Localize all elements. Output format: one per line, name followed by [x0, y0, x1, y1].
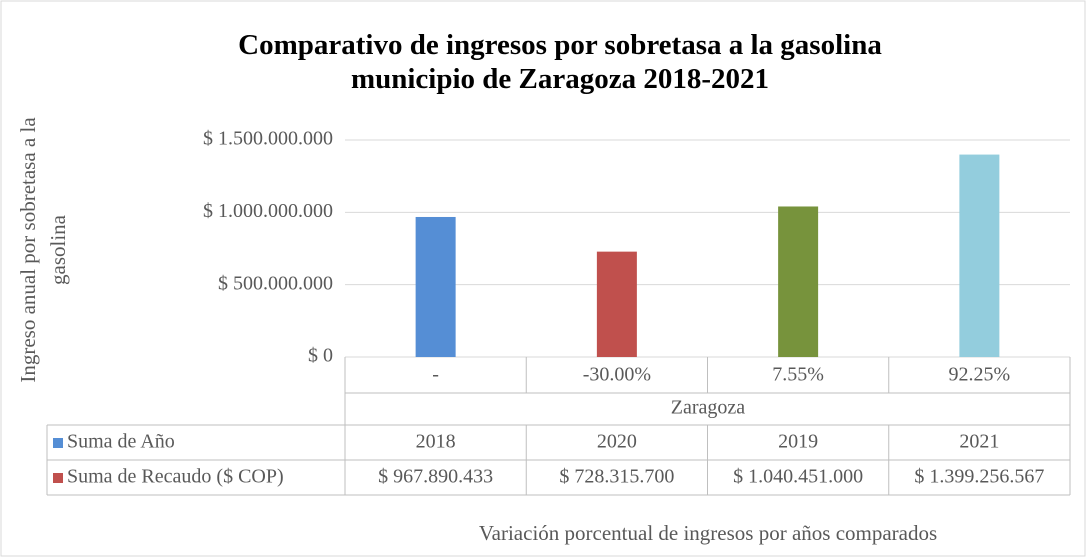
value-label: $ 1.399.256.567 [914, 466, 1044, 488]
y-tick-label: $ 500.000.000 [218, 272, 333, 294]
bar [778, 206, 819, 357]
table-cell: 2018 [416, 431, 456, 453]
y-tick-label: $ 1.500.000.000 [203, 128, 333, 150]
x-tick-label: -30.00% [583, 364, 651, 386]
legend-swatch [53, 473, 63, 483]
value-label: $ 1.040.451.000 [733, 466, 863, 488]
legend-label: Suma de Año [67, 431, 175, 453]
y-tick-label: $ 0 [308, 345, 333, 367]
table-cell: 2021 [959, 431, 999, 453]
y-tick-label: $ 1.000.000.000 [203, 200, 333, 222]
bar [959, 154, 1000, 357]
value-label: $ 728.315.700 [559, 466, 674, 488]
y-axis-label: Ingreso anual por sobretasa a la gasolina [16, 117, 70, 383]
legend-swatch [53, 438, 63, 448]
x-tick-label: 92.25% [949, 364, 1011, 386]
bar [596, 251, 637, 357]
value-label: $ 967.890.433 [378, 466, 493, 488]
x-tick-label: - [432, 364, 439, 386]
x-tick-label: 7.55% [772, 364, 824, 386]
legend-label: Suma de Recaudo ($ COP) [67, 466, 284, 488]
group-label: Zaragoza [671, 397, 746, 419]
table-cell: 2020 [597, 431, 637, 453]
bar [415, 216, 456, 357]
x-axis-label: Variación porcentual de ingresos por año… [479, 521, 937, 545]
chart-title: Comparativo de ingresos por sobretasa a … [238, 29, 882, 95]
table-cell: 2019 [778, 431, 818, 453]
